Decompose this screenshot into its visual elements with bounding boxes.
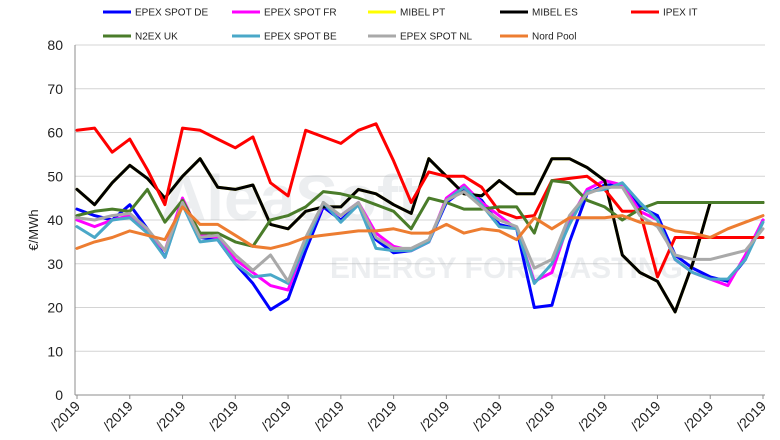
legend-label-mibel-pt: MIBEL PT bbox=[400, 8, 445, 19]
series-line-mibel-es bbox=[75, 157, 765, 314]
series-layer bbox=[75, 122, 765, 314]
x-tick-label: /2019 bbox=[364, 398, 400, 434]
series-line-nord-pool bbox=[75, 205, 765, 250]
watermark: AleaSoft ENERGY FORECASTING bbox=[160, 162, 683, 285]
y-tick-label: 60 bbox=[47, 125, 63, 141]
legend-label-mibel-es: MIBEL ES bbox=[532, 8, 578, 19]
y-tick-label: 80 bbox=[47, 37, 63, 53]
y-axis-label: €/MWh bbox=[26, 209, 41, 250]
y-tick-label: 70 bbox=[47, 81, 63, 97]
x-tick-label: /2019 bbox=[100, 398, 136, 434]
series-line-epex-spot-nl bbox=[75, 185, 765, 283]
y-tick-labels: 0 10 20 30 40 50 60 70 80 bbox=[47, 37, 63, 403]
y-tick-label: 50 bbox=[47, 168, 63, 184]
legend-label-epex-spot-fr: EPEX SPOT FR bbox=[264, 8, 337, 19]
y-tick-label: 40 bbox=[47, 212, 63, 228]
x-tick-label: /2019 bbox=[205, 398, 241, 434]
x-tick-label: /2019 bbox=[416, 398, 452, 434]
axes bbox=[74, 45, 765, 399]
x-tick-label: /2019 bbox=[733, 398, 769, 434]
x-tick-label: /2019 bbox=[47, 398, 83, 434]
x-tick-label: /2019 bbox=[575, 398, 611, 434]
x-tick-label: /2019 bbox=[522, 398, 558, 434]
x-tick-label: /2019 bbox=[153, 398, 189, 434]
series-line-ipex-it bbox=[75, 122, 765, 279]
x-tick-label: /2019 bbox=[680, 398, 716, 434]
legend: EPEX SPOT DE EPEX SPOT FR MIBEL PT MIBEL ES… bbox=[103, 8, 697, 43]
y-tick-label: 10 bbox=[47, 343, 63, 359]
legend-label-epex-spot-nl: EPEX SPOT NL bbox=[400, 32, 473, 43]
x-tick-labels: /2019/2019/2019/2019/2019/2019/2019/2019… bbox=[47, 398, 769, 434]
legend-label-n2ex-uk: N2EX UK bbox=[135, 32, 178, 43]
watermark-brand: AleaSoft bbox=[160, 162, 420, 234]
x-tick-label: /2019 bbox=[469, 398, 505, 434]
legend-label-ipex-it: IPEX IT bbox=[663, 8, 697, 19]
watermark-subtitle: ENERGY FORECASTING bbox=[330, 252, 683, 285]
legend-label-nord-pool: Nord Pool bbox=[532, 32, 576, 43]
legend-label-epex-spot-de: EPEX SPOT DE bbox=[135, 8, 209, 19]
legend-label-epex-spot-be: EPEX SPOT BE bbox=[264, 32, 337, 43]
x-tick-label: /2019 bbox=[311, 398, 347, 434]
x-tick-label: /2019 bbox=[627, 398, 663, 434]
y-tick-label: 20 bbox=[47, 300, 63, 316]
x-tick-label: /2019 bbox=[258, 398, 294, 434]
y-tick-label: 30 bbox=[47, 256, 63, 272]
y-tick-label: 0 bbox=[55, 387, 63, 403]
